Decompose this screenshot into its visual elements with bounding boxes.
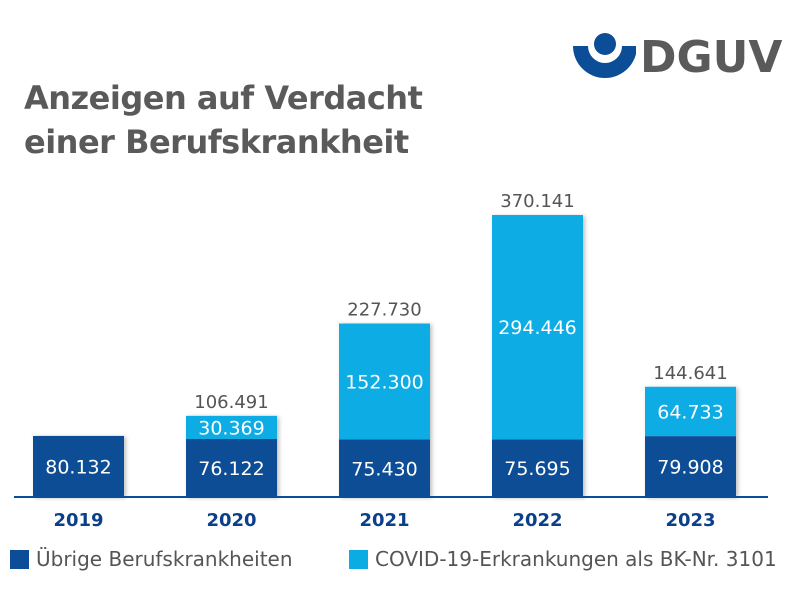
- data-label: 64.733: [657, 401, 723, 423]
- legend-item-ubrige: Übrige Berufskrankheiten: [10, 547, 293, 571]
- dguv-logo-icon: [573, 33, 636, 78]
- data-label: 80.132: [45, 456, 111, 478]
- bar-2023-series-1: [645, 386, 736, 437]
- bar-2019-series-0: [33, 435, 124, 497]
- data-label: 79.908: [657, 457, 723, 479]
- x-tick-label: 2019: [53, 510, 103, 531]
- total-label: 370.141: [500, 191, 574, 212]
- legend-label: Übrige Berufskrankheiten: [36, 547, 293, 571]
- chart-title: Anzeigen auf Verdacht einer Berufskrankh…: [24, 76, 423, 164]
- bar-group-2019: [33, 435, 124, 497]
- x-tick-label: 2020: [206, 510, 256, 531]
- total-label: 106.491: [194, 392, 268, 413]
- data-label: 75.430: [351, 458, 417, 480]
- legend-label: COVID-19-Erkrankungen als BK-Nr. 3101: [375, 547, 777, 571]
- total-label: 144.641: [653, 363, 727, 384]
- bar-2023-series-0: [645, 436, 736, 497]
- bar-2022-series-0: [492, 439, 583, 497]
- data-label: 30.369: [198, 417, 264, 439]
- title-line-1: Anzeigen auf Verdacht: [24, 79, 423, 117]
- x-tick-label: 2022: [512, 510, 562, 531]
- bar-group-2022: [492, 215, 583, 497]
- logo-text: DGUV: [640, 32, 783, 83]
- bar-2020-series-1: [186, 415, 277, 440]
- bar-group-2020: [186, 415, 277, 497]
- data-label: 75.695: [504, 458, 570, 480]
- data-label: 294.446: [498, 317, 577, 339]
- title-line-2: einer Berufskrankheit: [24, 123, 409, 161]
- bar-2020-series-0: [186, 439, 277, 497]
- data-label: 76.122: [198, 458, 264, 480]
- bar-2021-series-0: [339, 439, 430, 497]
- data-label: 152.300: [345, 372, 424, 394]
- dguv-logo: DGUV: [570, 30, 783, 90]
- bar-group-2021: [339, 323, 430, 497]
- legend-item-covid: COVID-19-Erkrankungen als BK-Nr. 3101: [349, 547, 777, 571]
- bar-group-2023: [645, 386, 736, 497]
- legend-swatch-light-blue: [349, 549, 368, 569]
- total-label: 227.730: [347, 299, 421, 320]
- bar-2021-series-1: [339, 323, 430, 440]
- x-tick-label: 2023: [665, 510, 715, 531]
- legend-swatch-dark-blue: [10, 549, 29, 569]
- x-tick-label: 2021: [359, 510, 409, 531]
- bar-2022-series-1: [492, 215, 583, 440]
